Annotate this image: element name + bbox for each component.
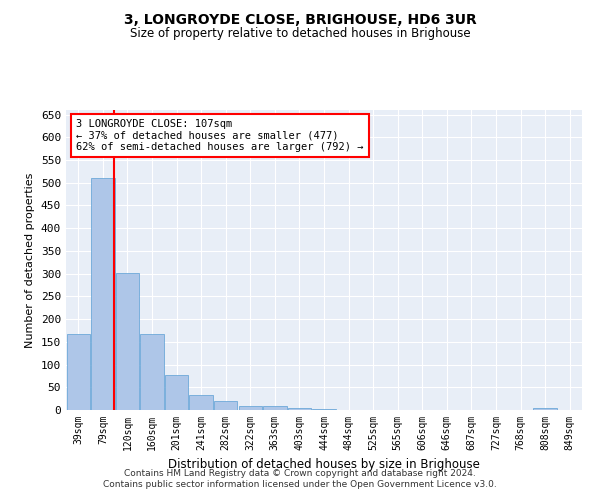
Text: Contains public sector information licensed under the Open Government Licence v3: Contains public sector information licen…: [103, 480, 497, 489]
Bar: [263, 406, 287, 410]
Text: 3 LONGROYDE CLOSE: 107sqm
← 37% of detached houses are smaller (477)
62% of semi: 3 LONGROYDE CLOSE: 107sqm ← 37% of detac…: [76, 119, 364, 152]
Text: Contains HM Land Registry data © Crown copyright and database right 2024.: Contains HM Land Registry data © Crown c…: [124, 468, 476, 477]
Bar: [190, 396, 213, 410]
Bar: [313, 409, 335, 410]
Bar: [239, 406, 262, 410]
X-axis label: Distribution of detached houses by size in Brighouse: Distribution of detached houses by size …: [168, 458, 480, 471]
Bar: [67, 334, 90, 410]
Bar: [288, 408, 311, 410]
Bar: [533, 408, 557, 410]
Text: 3, LONGROYDE CLOSE, BRIGHOUSE, HD6 3UR: 3, LONGROYDE CLOSE, BRIGHOUSE, HD6 3UR: [124, 12, 476, 26]
Bar: [165, 376, 188, 410]
Y-axis label: Number of detached properties: Number of detached properties: [25, 172, 35, 348]
Bar: [214, 401, 238, 410]
Bar: [91, 178, 115, 410]
Bar: [140, 334, 164, 410]
Text: Size of property relative to detached houses in Brighouse: Size of property relative to detached ho…: [130, 28, 470, 40]
Bar: [116, 272, 139, 410]
